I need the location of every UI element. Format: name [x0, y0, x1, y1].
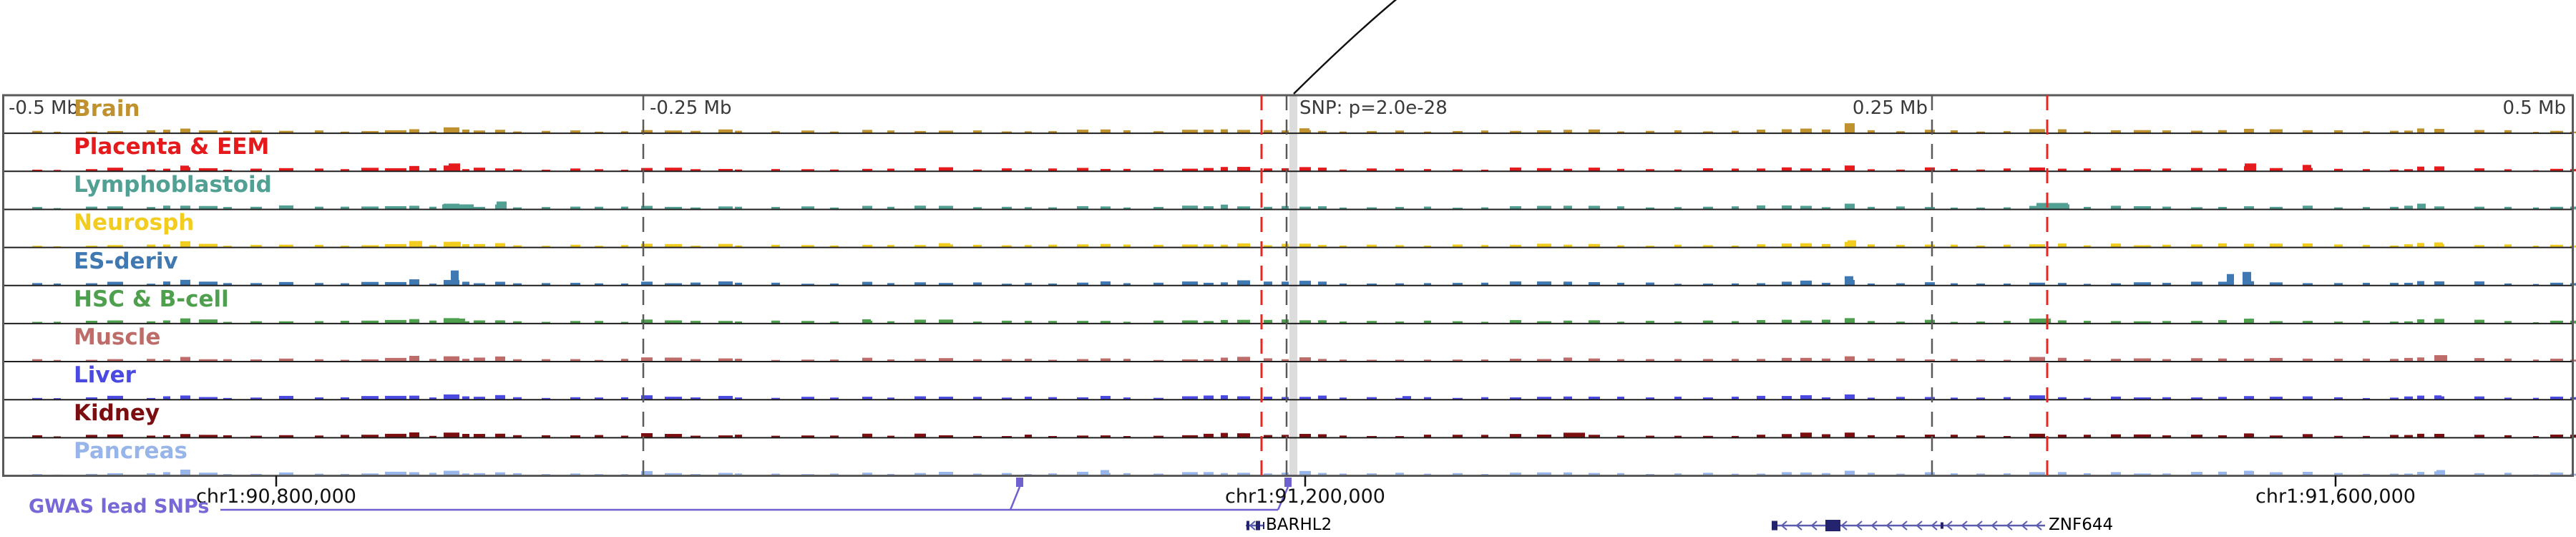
track-label-brain: Brain	[74, 96, 140, 122]
strand-arrow-icon	[1961, 521, 1968, 531]
strand-arrow-icon	[1976, 521, 1983, 531]
snp-pvalue-label: SNP: p=2.0e-28	[1299, 97, 1448, 119]
strand-arrow-icon	[1870, 521, 1878, 531]
axis-tick-label-minus-0-5mb: -0.5 Mb	[9, 97, 79, 119]
strand-arrow-icon	[1840, 521, 1848, 531]
track-label-hsc-b-cell: HSC & B-cell	[74, 286, 229, 312]
genomic-coordinate-label-middle: chr1:91,200,000	[1225, 485, 1385, 508]
gwas-snp-marker	[1016, 478, 1023, 487]
track-label-pancreas: Pancreas	[74, 438, 187, 465]
signal-track-liver	[32, 394, 2576, 400]
axis-tick-label-0-5mb: 0.5 Mb	[2502, 97, 2566, 119]
strand-arrow-icon	[1931, 521, 1938, 531]
signal-track-muscle	[32, 355, 2576, 362]
gene-model-znf644	[1772, 520, 2045, 531]
strand-arrow-icon	[1901, 521, 1908, 531]
track-label-neurosph: Neurosph	[74, 210, 195, 236]
strand-arrow-icon	[1795, 521, 1802, 531]
genomic-coordinate-label-left: chr1:90,800,000	[196, 485, 356, 508]
track-label-muscle: Muscle	[74, 324, 161, 350]
track-label-placenta-eem: Placenta & EEM	[74, 134, 270, 160]
gwas-lead-snps-track	[220, 478, 1292, 511]
strand-arrow-icon	[2035, 521, 2042, 531]
track-label-es-deriv: ES-deriv	[74, 248, 178, 274]
gene-exon	[1941, 522, 1943, 529]
axis-tick-label-0-25mb: 0.25 Mb	[1852, 97, 1928, 119]
strand-arrow-icon	[2021, 521, 2028, 531]
gene-model-barhl2	[1246, 521, 1264, 531]
snp-annotation-line	[1293, 0, 1397, 95]
gwas-lead-snps-label: GWAS lead SNPs	[29, 495, 210, 518]
strand-arrow-icon	[1946, 521, 1953, 531]
track-label-liver: Liver	[74, 362, 136, 389]
signal-track-es-deriv	[32, 270, 2576, 286]
signal-track-kidney	[32, 432, 2576, 438]
gwas-snp-stem	[1277, 486, 1289, 511]
gene-exon	[1246, 521, 1249, 531]
gene-exon	[1825, 520, 1840, 531]
signal-track-hsc-b-cell	[32, 318, 2576, 324]
axis-tick-label-minus-0-25mb: -0.25 Mb	[650, 97, 732, 119]
gwas-snp-marker	[1284, 478, 1292, 487]
signal-track-lymphoblastoid	[32, 201, 2576, 210]
strand-arrow-icon	[1780, 521, 1787, 531]
gwas-snp-stem	[1009, 486, 1021, 511]
track-label-kidney: Kidney	[74, 400, 160, 427]
strand-arrow-icon	[1855, 521, 1863, 531]
genomic-coordinate-label-right: chr1:91,600,000	[2255, 485, 2416, 508]
gene-exon	[1772, 521, 1777, 531]
signal-track-brain	[32, 123, 2576, 134]
strand-arrow-icon	[1885, 521, 1893, 531]
strand-arrow-icon	[1249, 521, 1256, 531]
signal-track-placenta-eem	[32, 163, 2576, 172]
plot-border	[2, 94, 2574, 477]
gene-label-barhl2: BARHL2	[1266, 516, 1332, 534]
strand-arrow-icon	[1916, 521, 1923, 531]
track-label-lymphoblastoid: Lymphoblastoid	[74, 172, 272, 198]
strand-arrow-icon	[1810, 521, 1818, 531]
gene-exon	[1256, 521, 1260, 531]
signal-track-neurosph	[32, 240, 2576, 248]
strand-arrow-icon	[2006, 521, 2013, 531]
strand-arrow-icon	[1991, 521, 1998, 531]
gene-label-znf644: ZNF644	[2049, 516, 2114, 534]
